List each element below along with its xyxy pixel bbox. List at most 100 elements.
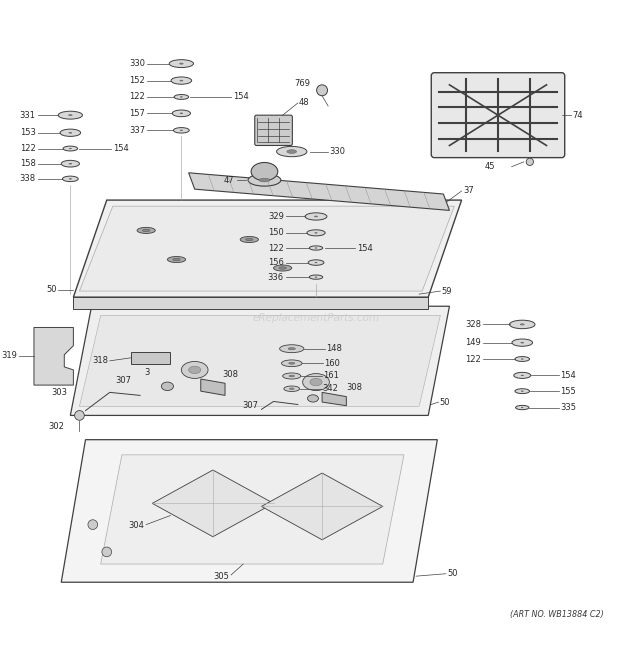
Ellipse shape xyxy=(251,163,278,180)
Ellipse shape xyxy=(303,373,329,391)
Text: 153: 153 xyxy=(20,128,36,137)
Text: 336: 336 xyxy=(268,272,284,282)
Text: 307: 307 xyxy=(242,401,259,410)
Ellipse shape xyxy=(289,375,294,377)
Polygon shape xyxy=(100,455,404,564)
Ellipse shape xyxy=(60,129,81,136)
Circle shape xyxy=(317,85,327,96)
Ellipse shape xyxy=(521,359,523,360)
Ellipse shape xyxy=(61,161,79,167)
Ellipse shape xyxy=(289,362,295,364)
Text: 59: 59 xyxy=(441,287,452,295)
Text: 47: 47 xyxy=(224,176,235,184)
Ellipse shape xyxy=(161,382,174,391)
Text: 338: 338 xyxy=(20,175,36,183)
Ellipse shape xyxy=(281,360,302,367)
Ellipse shape xyxy=(143,229,150,231)
Text: 74: 74 xyxy=(572,110,583,120)
Ellipse shape xyxy=(246,239,253,241)
Ellipse shape xyxy=(516,405,529,410)
Text: 160: 160 xyxy=(324,359,340,368)
Polygon shape xyxy=(201,379,225,395)
Ellipse shape xyxy=(273,265,292,271)
Polygon shape xyxy=(34,327,73,385)
Text: 154: 154 xyxy=(233,93,249,102)
Ellipse shape xyxy=(308,260,324,265)
Circle shape xyxy=(74,410,84,420)
Text: 3: 3 xyxy=(144,368,149,377)
Ellipse shape xyxy=(69,114,72,116)
Text: 318: 318 xyxy=(92,356,108,366)
Ellipse shape xyxy=(310,378,322,386)
Polygon shape xyxy=(188,173,450,210)
Polygon shape xyxy=(79,206,454,291)
Ellipse shape xyxy=(137,227,155,233)
Ellipse shape xyxy=(69,132,72,134)
Text: 122: 122 xyxy=(268,243,284,253)
Ellipse shape xyxy=(180,63,183,64)
Ellipse shape xyxy=(180,130,182,131)
Text: 342: 342 xyxy=(322,384,338,393)
Text: 148: 148 xyxy=(326,344,342,353)
Text: 154: 154 xyxy=(113,144,128,153)
Text: 302: 302 xyxy=(48,422,64,431)
Text: 305: 305 xyxy=(213,572,229,581)
Circle shape xyxy=(88,520,97,529)
Ellipse shape xyxy=(290,388,294,389)
Ellipse shape xyxy=(63,146,78,151)
Text: 48: 48 xyxy=(299,98,309,107)
Ellipse shape xyxy=(69,178,71,179)
Text: 156: 156 xyxy=(268,258,284,267)
Ellipse shape xyxy=(512,339,533,346)
Text: 769: 769 xyxy=(294,79,310,87)
Ellipse shape xyxy=(280,345,304,352)
Text: 157: 157 xyxy=(129,109,145,118)
Polygon shape xyxy=(79,315,440,407)
Ellipse shape xyxy=(284,386,299,391)
Text: 45: 45 xyxy=(484,162,495,171)
Ellipse shape xyxy=(174,128,189,133)
Text: 329: 329 xyxy=(268,212,284,221)
Ellipse shape xyxy=(308,395,319,402)
FancyBboxPatch shape xyxy=(255,115,293,145)
Text: 328: 328 xyxy=(465,320,481,329)
Text: 304: 304 xyxy=(128,522,144,530)
Polygon shape xyxy=(61,440,437,582)
Ellipse shape xyxy=(315,262,317,263)
Ellipse shape xyxy=(305,213,327,220)
Ellipse shape xyxy=(173,258,180,260)
Polygon shape xyxy=(70,306,450,415)
Text: 308: 308 xyxy=(222,369,238,379)
Text: 337: 337 xyxy=(129,126,145,135)
Text: 155: 155 xyxy=(560,387,575,396)
Ellipse shape xyxy=(279,267,286,269)
Ellipse shape xyxy=(188,366,201,373)
Ellipse shape xyxy=(309,275,322,279)
Ellipse shape xyxy=(259,178,270,182)
Ellipse shape xyxy=(514,372,531,378)
Polygon shape xyxy=(153,470,273,537)
Ellipse shape xyxy=(283,373,301,379)
Ellipse shape xyxy=(182,362,208,378)
Ellipse shape xyxy=(520,324,525,325)
Text: 330: 330 xyxy=(129,59,145,68)
Ellipse shape xyxy=(510,320,535,329)
Text: 149: 149 xyxy=(465,338,481,347)
Text: 154: 154 xyxy=(560,371,575,380)
Ellipse shape xyxy=(515,356,529,362)
Ellipse shape xyxy=(288,348,295,350)
Ellipse shape xyxy=(307,230,325,236)
Ellipse shape xyxy=(69,163,72,164)
Ellipse shape xyxy=(169,59,193,67)
Text: 37: 37 xyxy=(463,186,474,196)
Text: 50: 50 xyxy=(447,569,458,578)
Circle shape xyxy=(526,158,533,165)
Ellipse shape xyxy=(309,246,322,250)
Text: 161: 161 xyxy=(323,371,339,381)
Text: 154: 154 xyxy=(356,243,373,253)
Text: 122: 122 xyxy=(129,93,145,102)
Polygon shape xyxy=(131,352,170,364)
Ellipse shape xyxy=(171,77,192,84)
Text: 158: 158 xyxy=(20,159,36,168)
Ellipse shape xyxy=(63,176,78,182)
